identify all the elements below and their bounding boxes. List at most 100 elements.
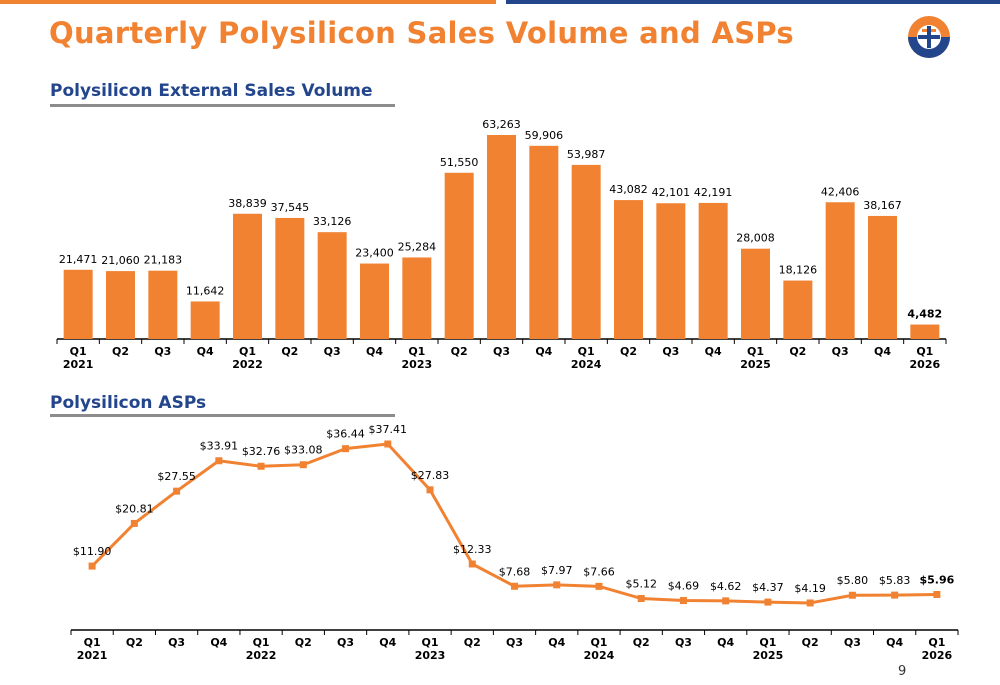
asp-data-label: $27.55: [157, 470, 196, 483]
asp-tick-label: Q1: [759, 636, 776, 649]
volume-year-label: 2025: [740, 358, 771, 371]
asp-tick-label: Q3: [337, 636, 354, 649]
volume-tick-label: Q3: [662, 345, 679, 358]
asp-tick-label: Q1: [590, 636, 607, 649]
asp-tick-label: Q1: [928, 636, 945, 649]
volume-bar: [317, 232, 347, 339]
asp-tick-label: Q3: [506, 636, 523, 649]
volume-data-label: 63,263: [482, 118, 521, 131]
asp-point: [891, 591, 899, 599]
asp-tick-label: Q3: [675, 636, 692, 649]
asp-point: [806, 599, 814, 607]
volume-bar: [444, 172, 474, 339]
volume-year-label: 2021: [63, 358, 94, 371]
asp-point: [679, 597, 687, 605]
asp-tick-label: Q2: [633, 636, 650, 649]
volume-data-label: 51,550: [440, 156, 479, 169]
asp-point: [553, 581, 561, 589]
volume-data-label: 42,101: [652, 186, 691, 199]
asp-data-label: $4.69: [668, 580, 700, 593]
volume-year-label: 2023: [402, 358, 433, 371]
volume-bar: [148, 270, 178, 339]
volume-tick-label: Q1: [408, 345, 425, 358]
volume-year-label: 2024: [571, 358, 602, 371]
asp-data-label: $32.76: [242, 445, 281, 458]
volume-bar: [190, 301, 220, 339]
volume-chart-title: Polysilicon External Sales Volume: [50, 81, 373, 101]
volume-tick-label: Q1: [70, 345, 87, 358]
asp-data-label: $7.66: [583, 565, 615, 578]
asp-data-label: $7.68: [499, 565, 531, 578]
asp-point: [130, 519, 138, 527]
volume-tick-label: Q2: [789, 345, 806, 358]
asp-data-label: $4.62: [710, 580, 742, 593]
volume-bar: [402, 257, 432, 339]
volume-title-underline: [50, 104, 395, 107]
volume-tick-label: Q4: [535, 345, 552, 358]
asp-data-label: $33.08: [284, 444, 323, 457]
asp-tick-label: Q1: [253, 636, 270, 649]
asp-point: [173, 487, 181, 495]
volume-year-label: 2026: [910, 358, 941, 371]
volume-bar: [275, 217, 305, 339]
volume-data-label: 25,284: [398, 240, 437, 253]
volume-year-label: 2022: [232, 358, 263, 371]
asp-tick-label: Q2: [802, 636, 819, 649]
volume-tick-label: Q4: [874, 345, 891, 358]
volume-tick-label: Q1: [239, 345, 256, 358]
asp-point: [384, 440, 392, 448]
asp-series-line: [91, 442, 937, 605]
asp-data-label: $5.83: [879, 574, 911, 587]
volume-data-label: 38,167: [863, 199, 902, 212]
volume-bar: [825, 202, 855, 339]
asp-year-label: 2023: [415, 649, 446, 662]
volume-data-label: 53,987: [567, 148, 606, 161]
asp-data-label: $4.19: [794, 582, 826, 595]
asp-year-label: 2024: [584, 649, 615, 662]
volume-data-label: 43,082: [609, 183, 648, 196]
asp-year-label: 2022: [246, 649, 277, 662]
volume-bar: [910, 324, 940, 339]
volume-bar: [63, 269, 93, 339]
asp-point: [595, 582, 603, 590]
asp-data-label: $11.90: [73, 545, 112, 558]
asp-tick-label: Q3: [844, 636, 861, 649]
volume-tick-label: Q4: [366, 345, 383, 358]
volume-tick-label: Q2: [620, 345, 637, 358]
asp-data-label: $5.96: [919, 573, 954, 586]
asp-point: [511, 582, 518, 590]
asp-data-label: $4.37: [752, 581, 784, 594]
asp-data-label: $36.44: [326, 428, 365, 441]
volume-data-label: 23,400: [355, 247, 394, 260]
volume-data-label: 37,545: [271, 201, 310, 214]
asp-year-label: 2021: [77, 649, 108, 662]
asp-tick-label: Q3: [168, 636, 185, 649]
asp-title-underline: [50, 414, 395, 417]
volume-tick-label: Q3: [154, 345, 171, 358]
volume-bar: [783, 280, 813, 339]
asp-year-label: 2025: [753, 649, 784, 662]
asp-tick-label: Q4: [379, 636, 396, 649]
asp-tick-label: Q2: [295, 636, 312, 649]
page-title: Quarterly Polysilicon Sales Volume and A…: [49, 16, 794, 50]
volume-bar: [868, 215, 897, 339]
volume-tick-label: Q3: [493, 345, 510, 358]
volume-data-label: 42,406: [821, 185, 860, 198]
volume-data-label: 21,060: [101, 254, 140, 267]
asp-tick-label: Q1: [84, 636, 101, 649]
volume-data-label: 21,471: [59, 253, 98, 266]
volume-tick-label: Q4: [705, 345, 722, 358]
volume-tick-label: Q4: [197, 345, 214, 358]
asp-point: [426, 486, 434, 494]
asp-tick-label: Q4: [886, 636, 903, 649]
asp-data-label: $5.12: [625, 578, 657, 591]
asp-point: [722, 597, 730, 605]
asp-point: [468, 560, 476, 568]
asp-data-label: $5.80: [837, 574, 869, 587]
volume-data-label: 38,839: [228, 197, 267, 210]
volume-data-label: 28,008: [736, 232, 775, 245]
volume-tick-label: Q1: [747, 345, 764, 358]
asp-tick-label: Q4: [210, 636, 227, 649]
